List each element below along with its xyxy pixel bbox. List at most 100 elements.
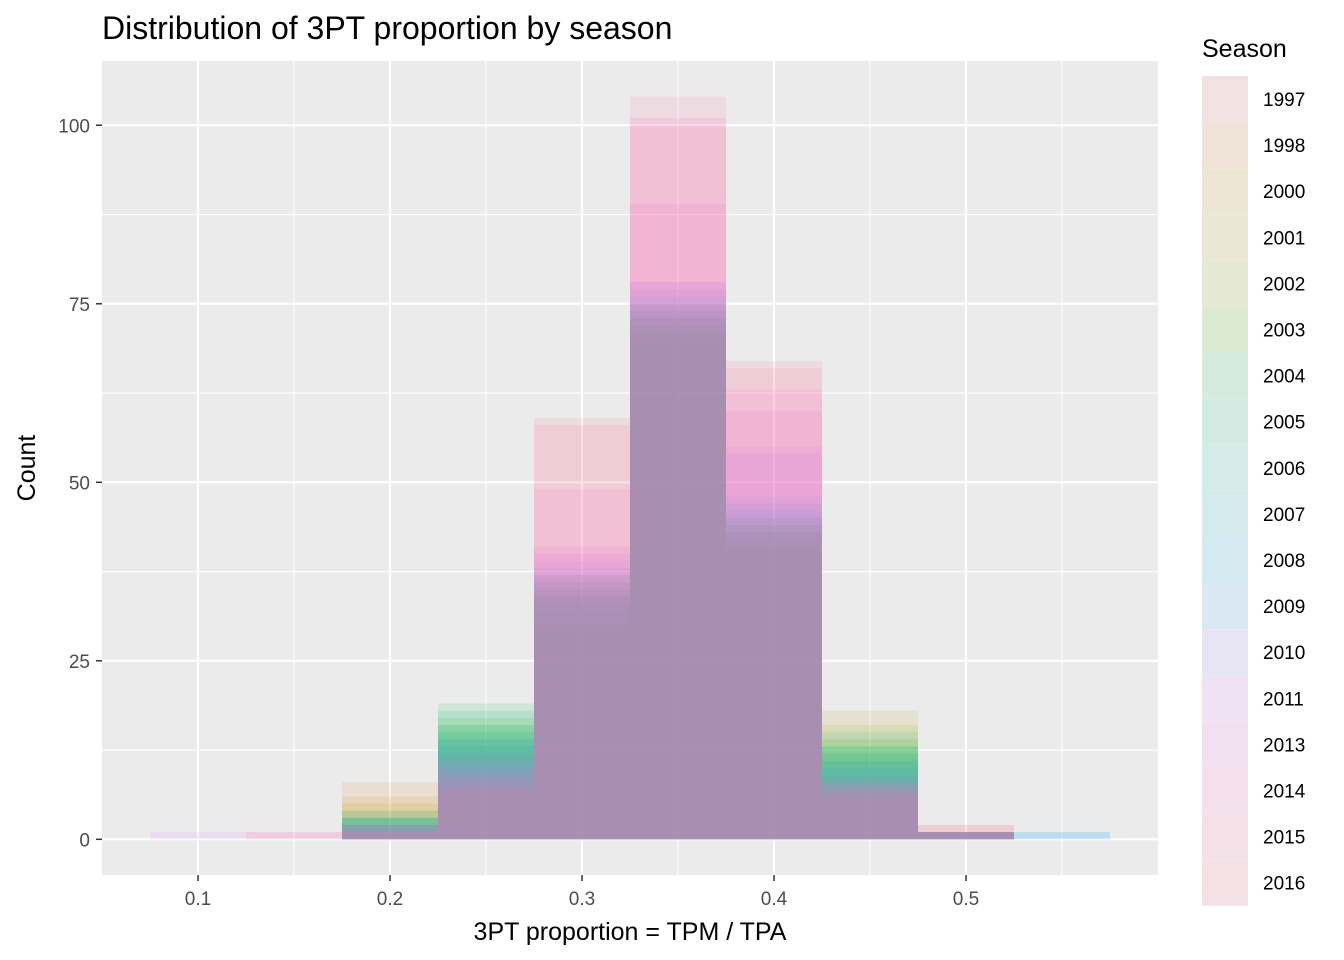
bar-2013-0.20 (342, 825, 438, 840)
legend-item-2007: 2007 (1202, 490, 1305, 537)
legend-item-2016: 2016 (1202, 859, 1305, 906)
plot-panel (102, 61, 1158, 875)
legend-key-swatch (1202, 306, 1248, 353)
bar-1997-0.35 (630, 339, 726, 840)
bar-2003-0.40 (726, 546, 822, 840)
legend-key-swatch (1202, 537, 1248, 583)
legend-label: 2014 (1263, 782, 1306, 803)
legend-key-background (1202, 537, 1248, 583)
bar-1998-0.30 (534, 596, 630, 840)
legend-item-2008: 2008 (1202, 537, 1305, 583)
bar-2011-0.50 (918, 832, 1014, 840)
bar-2001-0.20 (342, 803, 438, 840)
bar-2000-0.45 (822, 753, 918, 840)
bar-1998-0.45 (822, 760, 918, 840)
bar-2016-0.25 (438, 789, 534, 840)
bar-2000-0.40 (726, 532, 822, 840)
bar-2004-0.35 (630, 325, 726, 840)
series-2006 (342, 310, 1014, 840)
bar-2015-0.45 (822, 789, 918, 840)
bar-2002-0.25 (438, 725, 534, 840)
bar-2004-0.25 (438, 703, 534, 840)
bar-2001-0.30 (534, 582, 630, 840)
x-tick-label: 0.5 (953, 889, 979, 910)
bar-2000-0.25 (438, 746, 534, 840)
bar-2004-0.20 (342, 825, 438, 840)
bar-2016-0.30 (534, 418, 630, 840)
bar-2001-0.25 (438, 732, 534, 840)
bar-1997-0.50 (918, 825, 1014, 840)
legend-key-swatch (1202, 260, 1248, 307)
bar-2016-0.40 (726, 360, 822, 840)
bar-2014-0.45 (822, 796, 918, 840)
bar-2014-0.20 (342, 832, 438, 840)
legend-key-background (1202, 306, 1248, 353)
bar-2005-0.35 (630, 318, 726, 840)
bar-2013-0.50 (918, 832, 1014, 840)
bar-2013-0.40 (726, 410, 822, 840)
bar-1998-0.35 (630, 325, 726, 840)
bar-2013-0.30 (534, 546, 630, 840)
bar-2010-0.20 (342, 825, 438, 840)
bar-2010-0.25 (438, 753, 534, 840)
legend-label: 2004 (1263, 367, 1306, 388)
series-2011 (150, 282, 1014, 840)
bar-2016-0.50 (918, 825, 1014, 840)
bar-2006-0.20 (342, 810, 438, 840)
bar-2002-0.50 (918, 832, 1014, 840)
legend-label: 2016 (1263, 874, 1305, 895)
y-tick-label: 25 (69, 652, 90, 673)
series-2004 (342, 325, 1014, 840)
bar-2010-0.30 (534, 560, 630, 840)
bar-2007-0.50 (918, 832, 1014, 840)
legend-key-swatch (1202, 122, 1248, 169)
legend-item-2003: 2003 (1202, 306, 1305, 353)
bar-2004-0.40 (726, 532, 822, 840)
bar-1998-0.50 (918, 832, 1014, 840)
x-axis-title: 3PT proportion = TPM / TPA (474, 918, 787, 946)
bar-2015-0.35 (630, 96, 726, 840)
bar-2010-0.35 (630, 282, 726, 840)
major-gridlines (102, 61, 1158, 875)
x-tick-label: 0.2 (377, 889, 403, 910)
legend-key-background (1202, 675, 1248, 722)
legend-label: 2006 (1263, 459, 1305, 480)
bar-2001-0.40 (726, 525, 822, 840)
legend-key-background (1202, 859, 1248, 906)
bar-1998-0.25 (438, 753, 534, 840)
bar-2014-0.30 (534, 489, 630, 840)
legend-key-background (1202, 398, 1248, 445)
bar-2008-0.30 (534, 575, 630, 840)
bar-2011-0.10 (150, 832, 246, 840)
series-2007 (342, 303, 1014, 840)
bar-2006-0.30 (534, 589, 630, 840)
bar-2013-0.15 (246, 832, 342, 840)
legend-key-background (1202, 629, 1248, 676)
legend-key-swatch (1202, 214, 1248, 261)
legend-label: 2015 (1263, 828, 1305, 849)
legend-label: 2007 (1263, 505, 1305, 526)
bar-2007-0.25 (438, 732, 534, 840)
bar-2000-0.50 (918, 832, 1014, 840)
bar-2014-0.25 (438, 775, 534, 840)
legend: Season 1997 1998 2000 2001 2002 2003 2004 2005 2… (1202, 35, 1306, 906)
legend-item-2014: 2014 (1202, 767, 1306, 814)
bar-2005-0.25 (438, 710, 534, 840)
bar-2015-0.30 (534, 425, 630, 840)
legend-title: Season (1202, 35, 1287, 63)
legend-item-1997: 1997 (1202, 76, 1305, 122)
x-tick-label: 0.1 (185, 889, 211, 910)
legend-key-swatch (1202, 813, 1248, 860)
bar-2008-0.55 (1014, 832, 1110, 840)
legend-item-2010: 2010 (1202, 629, 1305, 676)
y-tick-label: 50 (69, 473, 90, 494)
legend-key-swatch (1202, 444, 1248, 491)
bar-2009-0.35 (630, 289, 726, 840)
legend-key-background (1202, 168, 1248, 215)
bar-2002-0.45 (822, 725, 918, 840)
y-axis-title: Count (13, 435, 41, 502)
series-2005 (342, 318, 1014, 840)
bar-2005-0.40 (726, 525, 822, 840)
bar-2009-0.55 (1014, 832, 1110, 840)
